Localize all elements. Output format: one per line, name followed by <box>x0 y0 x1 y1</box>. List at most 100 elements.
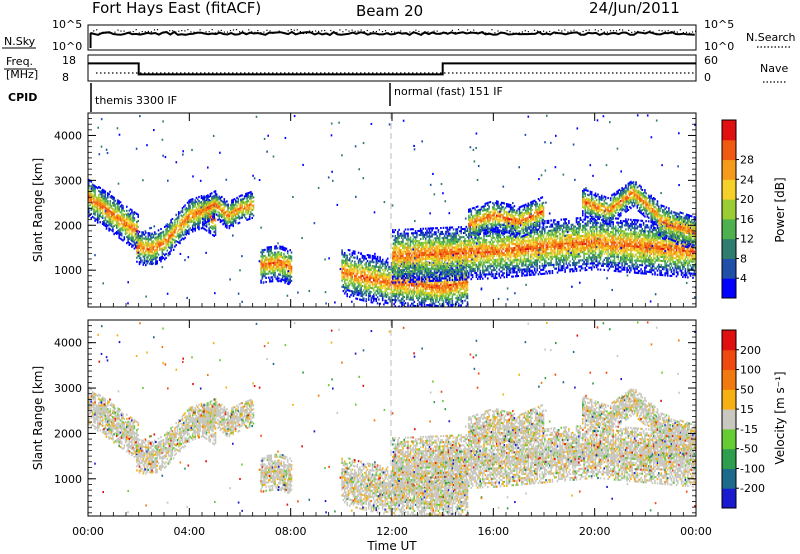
power-echo-cell <box>473 239 475 242</box>
power-echo-cell <box>156 248 158 251</box>
power-echo-cell <box>432 267 435 270</box>
power-echo-cell <box>142 245 145 248</box>
power-echo-cell <box>416 297 418 300</box>
power-echo-cell <box>365 284 367 287</box>
power-echo-cell <box>195 196 198 199</box>
power-echo-cell <box>446 298 449 301</box>
power-echo-cell <box>461 294 464 297</box>
power-echo-cell <box>272 257 275 260</box>
power-echo-cell <box>177 211 180 214</box>
power-echo-cell <box>449 238 451 241</box>
power-echo-cell <box>395 259 398 262</box>
power-echo-cell <box>413 300 416 303</box>
power-echo-cell <box>342 267 345 270</box>
power-echo-cell <box>474 241 476 244</box>
power-echo-cell <box>424 268 427 271</box>
power-echo-cell <box>471 239 474 242</box>
power-echo-cell <box>404 236 407 239</box>
power-echo-cell <box>436 269 438 272</box>
power-echo-cell <box>418 262 421 265</box>
power-echo-cell <box>455 283 457 286</box>
power-echo-cell <box>459 248 461 251</box>
power-echo-cell <box>435 296 437 299</box>
cpid-mode-themis: themis 3300 IF <box>95 94 177 107</box>
power-echo-cell <box>167 244 170 247</box>
power-echo-cell <box>471 263 474 266</box>
nsearch-point <box>150 31 152 33</box>
power-echo-cell <box>426 261 428 264</box>
power-echo-cell <box>188 212 190 215</box>
power-echo-cell <box>127 218 129 221</box>
power-echo-cell <box>447 254 450 257</box>
power-echo-cell <box>101 206 104 209</box>
power-echo-cell <box>134 244 137 247</box>
power-echo-cell <box>156 262 158 265</box>
power-echo-cell <box>261 265 264 268</box>
power-echo-cell <box>438 270 441 273</box>
nsearch-point <box>473 29 475 31</box>
power-echo-cell <box>127 212 129 215</box>
power-echo-cell <box>427 285 430 288</box>
power-echo-cell <box>283 265 285 268</box>
power-echo-cell <box>128 241 131 244</box>
power-echo-cell <box>143 245 146 248</box>
power-echo-cell <box>390 270 393 273</box>
power-echo-cell <box>426 255 428 258</box>
power-echo-cell <box>175 225 177 228</box>
power-echo-cell <box>214 194 217 197</box>
power-echo-cell <box>214 200 217 203</box>
power-echo-cell <box>360 274 362 277</box>
power-echo-cell <box>452 281 455 284</box>
power-echo-cell <box>446 279 449 282</box>
power-echo-cell <box>158 240 161 243</box>
power-echo-cell <box>266 262 269 265</box>
power-echo-cell <box>264 275 266 278</box>
power-echo-cell <box>438 253 441 256</box>
power-echo-cell <box>436 261 438 264</box>
power-echo-cell <box>466 260 469 263</box>
power-echo-cell <box>122 219 124 222</box>
power-echo-cell <box>166 225 169 228</box>
power-echo-cell <box>431 257 433 260</box>
power-echo-cell <box>280 278 283 281</box>
power-echo-cell <box>397 285 399 288</box>
power-echo-cell <box>445 273 447 276</box>
power-echo-cell <box>426 281 428 284</box>
power-echo-cell <box>93 198 95 201</box>
power-echo-cell <box>164 234 166 237</box>
power-echo-cell <box>275 267 278 270</box>
power-echo-cell <box>435 249 437 252</box>
power-echo-cell <box>447 271 450 274</box>
nsearch-point <box>169 30 171 32</box>
power-echo-cell <box>441 259 443 262</box>
power-echo-cell <box>408 276 411 279</box>
power-echo-cell <box>188 228 190 231</box>
power-echo-cell <box>213 207 215 210</box>
power-echo-cell <box>460 226 462 229</box>
power-echo-cell <box>272 269 275 272</box>
power-echo-cell <box>231 223 233 226</box>
power-echo-cell <box>436 277 438 280</box>
power-echo-cell <box>407 276 409 279</box>
power-echo-cell <box>234 217 237 220</box>
power-echo-cell <box>203 219 205 222</box>
power-echo-cell <box>107 192 109 195</box>
power-echo-cell <box>136 223 138 226</box>
power-echo-cell <box>400 303 403 306</box>
power-echo-cell <box>222 209 224 212</box>
power-echo-cell <box>456 278 459 281</box>
power-echo-cell <box>227 215 229 218</box>
power-echo-cell <box>460 294 462 297</box>
power-echo-cell <box>409 264 412 267</box>
power-echo-cell <box>219 202 222 205</box>
power-echo-cell <box>151 254 153 257</box>
power-echo-cell <box>460 250 462 253</box>
power-echo-cell <box>219 219 222 222</box>
power-echo-cell <box>279 267 281 270</box>
power-echo-cell <box>139 243 142 246</box>
power-echo-cell <box>164 258 166 261</box>
power-echo-cell <box>404 281 407 284</box>
power-echo-cell <box>447 240 450 243</box>
power-echo-cell <box>383 279 385 282</box>
power-echo-cell <box>443 247 446 250</box>
